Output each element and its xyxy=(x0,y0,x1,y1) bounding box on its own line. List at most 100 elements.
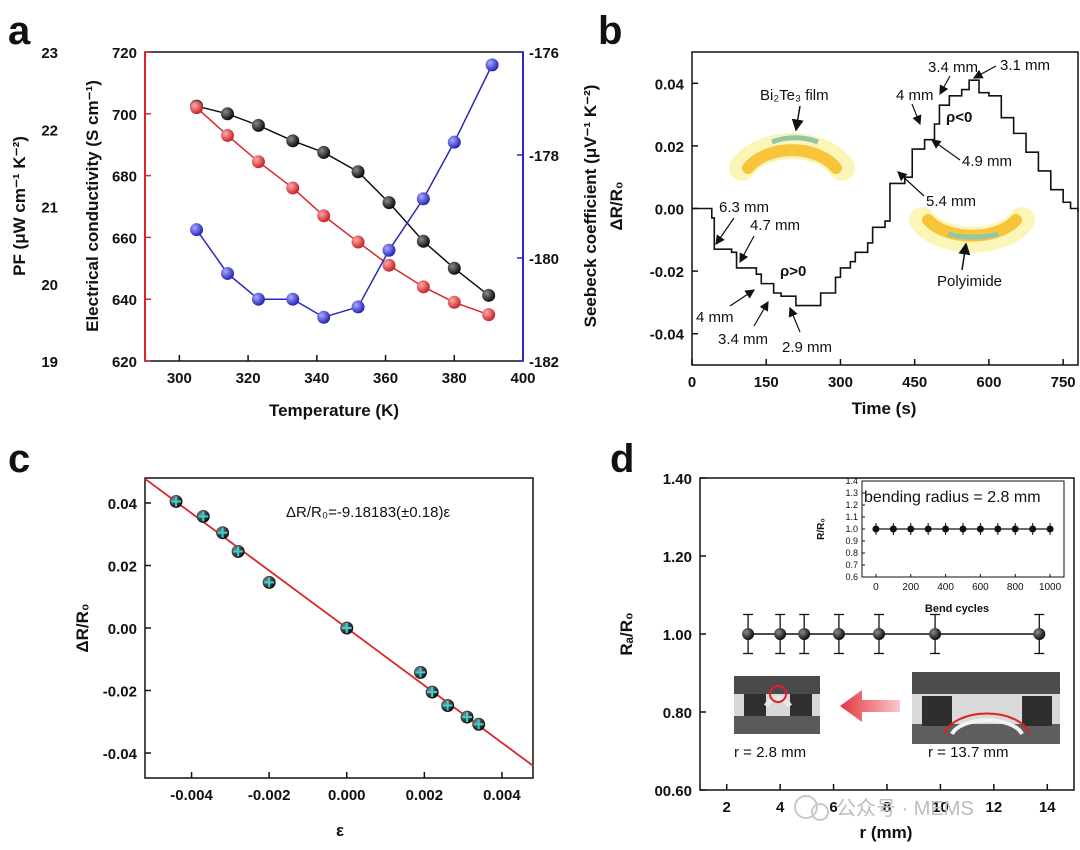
annotation-5p4mm: 5.4 mm xyxy=(926,193,976,210)
seebeck-data-point xyxy=(447,135,461,149)
x-tick-label: 300 xyxy=(167,370,192,387)
seebeck-data-point xyxy=(416,192,430,206)
panel-b-chart: 0 150 300 450 600 750 -0.04 -0.02 0.00 0.02 0.04 B… xyxy=(607,51,1079,418)
annotation-4mm-right-arrow xyxy=(911,103,922,126)
ec-tick-label: 620 xyxy=(112,354,137,371)
bent-film-convex-illustration xyxy=(729,133,855,181)
x-tick-label: 150 xyxy=(754,374,779,391)
x-tick-label: 8 xyxy=(883,799,891,816)
x-tick-label: -0.004 xyxy=(170,787,213,804)
y-tick-label: 0.04 xyxy=(108,496,138,513)
x-tick-label: 0 xyxy=(688,374,696,391)
annotation-2p9mm-arrow xyxy=(788,306,801,333)
watermark: 公众号 · MEMS xyxy=(794,795,974,821)
y-tick-label: 00.60 xyxy=(654,783,692,800)
inset-data-point xyxy=(1011,525,1019,533)
ec-series-line xyxy=(196,107,489,316)
ec-data-point xyxy=(382,258,396,272)
inset-y-label: R/R₀ xyxy=(816,518,827,540)
x-tick-label: 0.002 xyxy=(406,787,444,804)
data-point xyxy=(872,628,885,640)
inset-y-tick-label: 0.6 xyxy=(845,572,858,582)
pf-data-point xyxy=(251,118,265,132)
inset-y-tick-label: 1.0 xyxy=(845,524,858,534)
x-tick-label: 750 xyxy=(1051,374,1076,391)
inset-data-point xyxy=(1029,525,1037,533)
panel-a-pf-label: PF (μW cm⁻¹ K⁻²) xyxy=(10,136,29,276)
seebeck-tick-label: -178 xyxy=(529,148,559,165)
panel-d-x-label: r (mm) xyxy=(860,823,913,842)
x-tick-label: 340 xyxy=(304,370,329,387)
x-tick-label: 12 xyxy=(986,799,1003,816)
film-label: Bi₂Te₃ film xyxy=(760,87,829,104)
panel-c-chart: -0.004 -0.002 0.000 0.002 0.004 -0.04 -0.02 0.0… xyxy=(73,477,534,840)
panel-letter-d: d xyxy=(610,437,634,481)
inset-y-tick-label: 0.7 xyxy=(845,560,858,570)
inset-data-point xyxy=(1046,525,1054,533)
panel-a-seebeck-label: Seebeck coefficient (μV⁻¹ K⁻²) xyxy=(581,85,600,328)
x-tick-label: 380 xyxy=(442,370,467,387)
seebeck-data-point xyxy=(382,243,396,257)
x-tick-label: 0.004 xyxy=(483,787,521,804)
y-tick-label: -0.02 xyxy=(650,264,684,281)
polyimide-pointer xyxy=(958,242,971,271)
seebeck-data-point xyxy=(351,300,365,314)
ec-tick-label: 680 xyxy=(112,169,137,186)
annotation-2p9mm: 2.9 mm xyxy=(782,339,832,356)
annotation-5p4mm-arrow xyxy=(897,171,925,197)
resistance-time-trace xyxy=(692,79,1079,307)
inset-data-point xyxy=(907,525,915,533)
annotation-4p9mm: 4.9 mm xyxy=(962,153,1012,170)
data-point xyxy=(774,628,787,640)
inset-x-tick-label: 400 xyxy=(937,582,954,593)
annotation-4p7mm: 4.7 mm xyxy=(750,217,800,234)
photo-label-large: r = 13.7 mm xyxy=(928,744,1008,761)
inset-data-point xyxy=(994,525,1002,533)
inset-y-tick-label: 1.2 xyxy=(845,500,858,510)
pf-series-line xyxy=(196,105,490,296)
panel-c-x-label: ε xyxy=(336,821,344,840)
y-tick-label: -0.04 xyxy=(650,327,685,344)
inset-data-point xyxy=(942,525,950,533)
pf-tick-label: 20 xyxy=(41,277,58,294)
ec-tick-label: 700 xyxy=(112,107,137,124)
x-tick-label: 320 xyxy=(236,370,261,387)
pf-tick-label: 21 xyxy=(41,200,58,217)
x-tick-label: 400 xyxy=(510,370,535,387)
seebeck-data-point xyxy=(220,266,234,280)
annotation-3p4mm-right: 3.4 mm xyxy=(928,59,978,76)
panel-b-y-label: ΔR/R₀ xyxy=(607,181,626,230)
inset-x-tick-label: 0 xyxy=(873,582,879,593)
fit-equation: ΔR/R₀=-9.18183(±0.18)ε xyxy=(286,504,450,521)
panel-letter-c: c xyxy=(8,437,30,481)
annotation-4mm-left: 4 mm xyxy=(696,309,734,326)
ec-data-point xyxy=(416,280,430,294)
panel-a-ec-label: Electrical conductivity (S cm⁻¹) xyxy=(83,80,102,332)
y-tick-label: 0.04 xyxy=(655,76,685,93)
inset-title: bending radius = 2.8 mm xyxy=(864,489,1041,506)
ec-data-point xyxy=(482,308,496,322)
ec-data-point xyxy=(190,101,204,115)
pf-tick-label: 22 xyxy=(41,122,58,139)
x-tick-label: 360 xyxy=(373,370,398,387)
watermark-text: 公众号 · MEMS xyxy=(836,797,974,820)
panel-a-chart: 300 320 340 360 380 400 19 20 21 22 23 620 640 660 680… xyxy=(10,45,600,420)
seebeck-data-point xyxy=(286,292,300,306)
annotation-rho-negative: ρ<0 xyxy=(946,109,972,126)
polyimide-label: Polyimide xyxy=(937,273,1002,290)
annotation-rho-positive: ρ>0 xyxy=(780,263,806,280)
x-tick-label: 600 xyxy=(976,374,1001,391)
pf-data-point xyxy=(351,165,365,179)
y-tick-label: 0.80 xyxy=(663,705,692,722)
x-tick-label: 2 xyxy=(723,799,731,816)
pf-data-point xyxy=(482,288,496,302)
inset-data-point xyxy=(959,525,967,533)
seebeck-data-point xyxy=(190,223,204,237)
wechat-icon xyxy=(794,795,818,819)
x-tick-label: 10 xyxy=(932,799,949,816)
ec-data-point xyxy=(351,235,365,249)
x-tick-label: 6 xyxy=(829,799,837,816)
pf-tick-label: 23 xyxy=(41,45,58,62)
pf-data-point xyxy=(447,261,461,275)
panel-c-y-label: ΔR/R₀ xyxy=(73,603,92,652)
